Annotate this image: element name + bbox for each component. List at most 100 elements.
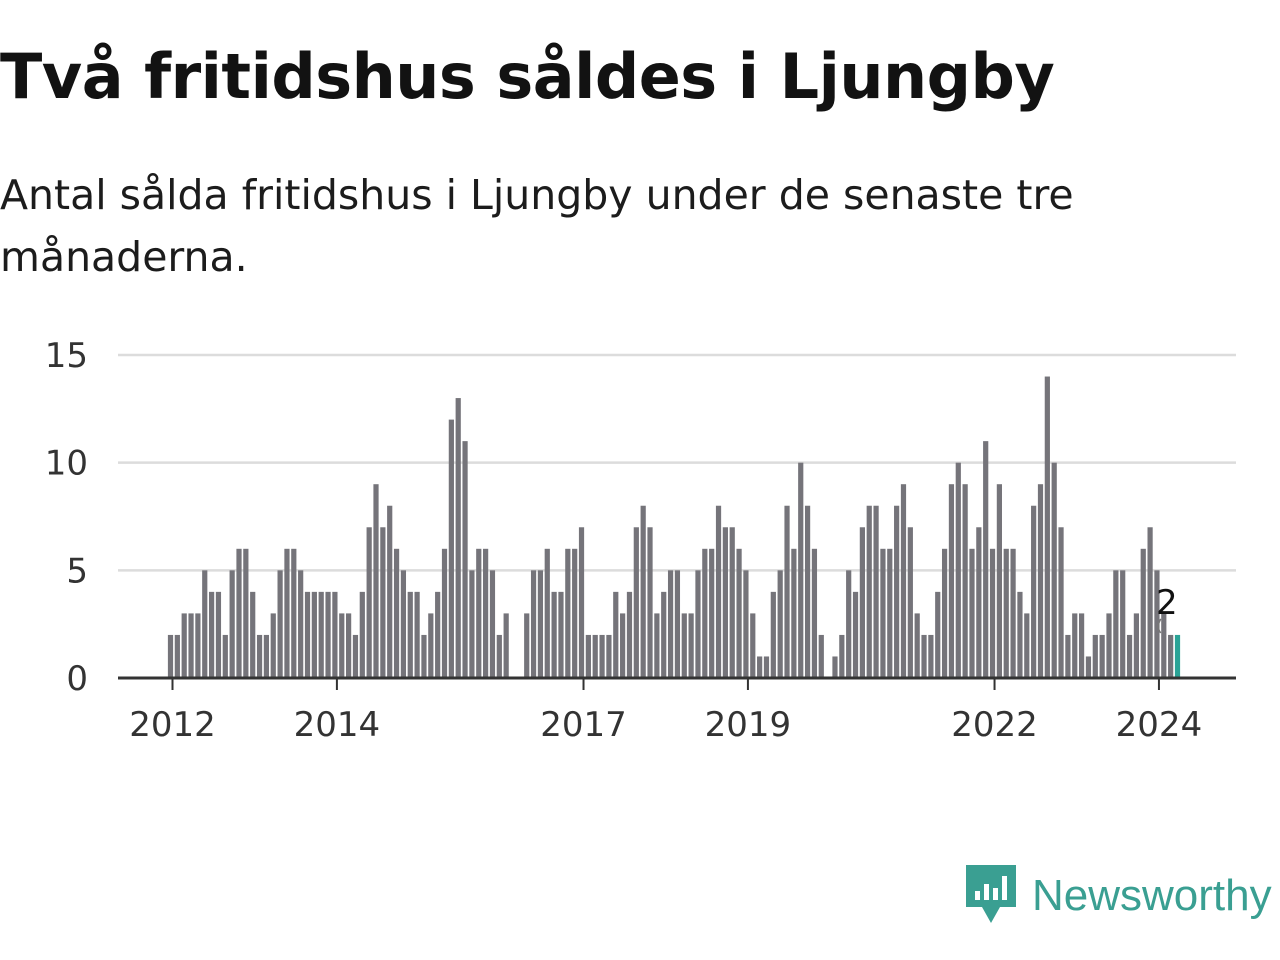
bar	[791, 548, 797, 678]
bar	[702, 548, 708, 678]
bar	[976, 527, 982, 678]
bar	[750, 613, 756, 678]
bar	[839, 634, 845, 678]
bar	[489, 570, 496, 678]
bar	[983, 441, 989, 678]
x-tick-label: 2017	[540, 705, 627, 745]
bar	[421, 634, 427, 678]
bar	[339, 613, 345, 678]
newsworthy-logo-icon	[966, 865, 1016, 923]
bar	[599, 634, 605, 678]
bar	[784, 505, 790, 678]
x-tick-label: 2024	[1116, 705, 1203, 745]
bar	[1072, 613, 1078, 678]
bar	[935, 591, 941, 678]
bar	[222, 634, 228, 678]
bar	[441, 548, 448, 678]
bar	[955, 462, 961, 678]
bar	[1010, 548, 1016, 678]
bar	[462, 441, 468, 678]
bar	[572, 548, 578, 678]
bar	[941, 548, 948, 678]
bar	[1024, 613, 1030, 678]
bar	[448, 419, 454, 678]
bar	[777, 570, 783, 678]
bar	[250, 591, 256, 678]
bar	[524, 613, 530, 678]
bar	[1126, 634, 1133, 678]
bar	[640, 505, 646, 678]
bar	[736, 548, 742, 678]
bar	[1031, 505, 1037, 678]
bar	[167, 634, 174, 678]
bar	[661, 591, 667, 678]
bar	[304, 591, 311, 678]
bar	[208, 591, 215, 678]
bar	[1058, 527, 1064, 678]
bar	[894, 505, 900, 678]
bar	[530, 570, 537, 678]
bar	[195, 613, 201, 678]
annotation-pointer	[1157, 618, 1162, 634]
bar	[1092, 634, 1098, 678]
bar	[1133, 613, 1140, 678]
bar-chart: 0 5 10 15 2012 2014 2017 2019 2022 2024 2	[45, 336, 1236, 745]
bar	[804, 505, 811, 678]
bar	[873, 505, 879, 678]
bar	[709, 548, 715, 678]
bar	[181, 613, 187, 678]
bar	[1168, 634, 1174, 678]
bar	[1147, 527, 1153, 678]
bar	[332, 591, 338, 678]
bar	[270, 613, 276, 678]
bar	[866, 505, 872, 678]
bar	[852, 591, 859, 678]
bar	[674, 570, 681, 678]
bar	[887, 548, 893, 678]
bar	[811, 548, 818, 678]
bar	[880, 548, 886, 678]
bar	[763, 656, 770, 678]
bar	[1078, 613, 1085, 678]
bar	[654, 613, 660, 678]
bar	[578, 527, 585, 678]
bar	[496, 634, 502, 678]
x-tick-label: 2014	[294, 705, 381, 745]
bar	[503, 613, 509, 678]
bar	[1161, 613, 1167, 678]
x-tick-label: 2012	[129, 705, 216, 745]
bar	[914, 613, 920, 678]
bar	[407, 591, 413, 678]
bar	[565, 548, 571, 678]
y-tick-label: 0	[66, 659, 88, 699]
bar	[962, 484, 968, 678]
bar	[359, 591, 365, 678]
bar	[921, 634, 927, 678]
bar	[1065, 634, 1071, 678]
bar	[544, 548, 550, 678]
bar	[236, 548, 242, 678]
bar	[928, 634, 934, 678]
bar	[832, 656, 838, 678]
bar	[695, 570, 701, 678]
bar	[1154, 570, 1160, 678]
bar	[469, 570, 475, 678]
bar	[551, 591, 557, 678]
bar	[1120, 570, 1126, 678]
bar	[626, 591, 633, 678]
bar	[1044, 376, 1050, 678]
bar	[688, 613, 694, 678]
bar	[400, 570, 407, 678]
bar	[1085, 656, 1092, 678]
highlighted-bar	[1174, 634, 1181, 678]
bar	[798, 462, 804, 678]
bar	[818, 634, 824, 678]
bar	[770, 591, 776, 678]
bar	[373, 484, 379, 678]
brand-name: Newsworthy	[1032, 871, 1272, 920]
bar	[620, 613, 626, 678]
y-tick-label: 10	[45, 444, 88, 484]
bar	[1106, 613, 1112, 678]
chart-title: Två fritidshus såldes i Ljungby	[0, 40, 1055, 113]
bar	[298, 570, 304, 678]
